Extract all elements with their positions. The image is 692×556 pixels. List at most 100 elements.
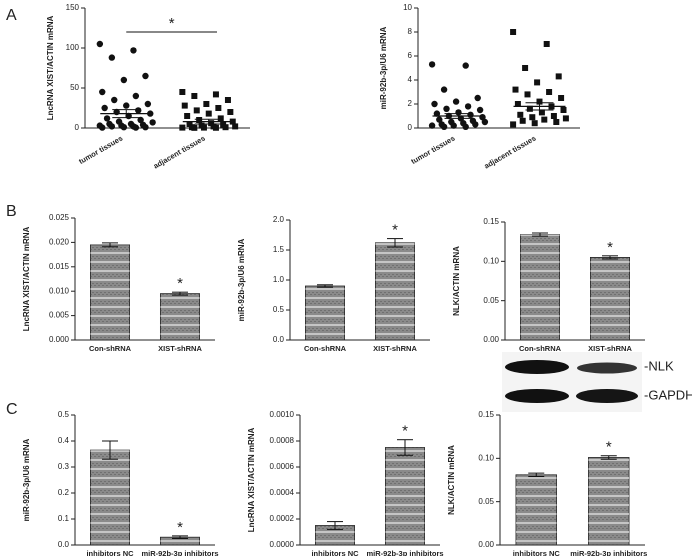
point bbox=[217, 115, 224, 122]
annotation: * bbox=[402, 423, 408, 440]
y-tick-label: 0.025 bbox=[49, 213, 70, 222]
y-tick-label: 0.15 bbox=[478, 410, 494, 419]
point bbox=[142, 72, 149, 80]
y-tick-label: 0.0006 bbox=[270, 462, 295, 471]
point bbox=[433, 110, 441, 117]
point bbox=[111, 96, 118, 104]
bar-texture bbox=[590, 257, 630, 340]
point bbox=[443, 105, 450, 113]
point bbox=[193, 107, 200, 114]
point bbox=[205, 110, 212, 117]
point bbox=[440, 86, 448, 93]
x-tick-label: inhibitors NC bbox=[311, 549, 359, 556]
y-tick-label: 0.4 bbox=[58, 436, 70, 445]
point bbox=[99, 88, 106, 96]
point bbox=[96, 40, 104, 48]
point bbox=[227, 109, 234, 115]
point bbox=[481, 118, 489, 126]
bar-texture bbox=[315, 525, 355, 545]
x-tick-label: adjacent tissues bbox=[482, 134, 537, 171]
y-tick-label: 1.0 bbox=[273, 275, 285, 284]
annotation: * bbox=[607, 239, 613, 256]
blot-label: -NLK bbox=[644, 358, 674, 373]
point bbox=[101, 104, 108, 112]
y-tick-label: 0.005 bbox=[49, 311, 70, 320]
point bbox=[541, 116, 548, 123]
point bbox=[472, 121, 479, 128]
point bbox=[512, 86, 519, 93]
y-tick-label: 2 bbox=[408, 99, 413, 108]
point bbox=[462, 62, 469, 69]
y-tick-label: 0.00 bbox=[483, 335, 499, 344]
point bbox=[108, 123, 116, 130]
point bbox=[514, 101, 521, 107]
y-axis-label: LncRNA XIST/ACTIN mRNA bbox=[247, 427, 256, 532]
x-tick-label: inhibitors NC bbox=[86, 549, 134, 556]
point bbox=[137, 116, 144, 124]
bar-texture bbox=[375, 242, 415, 340]
annotation: * bbox=[177, 275, 183, 292]
point bbox=[181, 102, 188, 109]
point bbox=[149, 119, 156, 126]
point bbox=[474, 94, 481, 102]
y-tick-label: 0.10 bbox=[483, 256, 499, 265]
y-tick-label: 6 bbox=[408, 51, 413, 60]
y-axis-label: miR-92b-3p/U6 mRNA bbox=[379, 26, 388, 109]
annotation: * bbox=[606, 439, 612, 456]
point bbox=[452, 98, 460, 105]
point bbox=[476, 106, 484, 114]
point bbox=[144, 100, 152, 108]
annotation: * bbox=[169, 15, 175, 32]
point bbox=[130, 47, 137, 54]
point bbox=[142, 124, 149, 131]
point bbox=[103, 115, 111, 122]
point bbox=[440, 123, 448, 130]
y-tick-label: 0.05 bbox=[478, 497, 494, 506]
x-tick-label: adjacent tissues bbox=[152, 134, 207, 171]
point bbox=[428, 61, 436, 68]
x-tick-label: Con-shRNA bbox=[89, 344, 132, 353]
bar-texture bbox=[160, 293, 200, 340]
y-tick-label: 0.000 bbox=[49, 335, 70, 344]
panel-label: A bbox=[6, 7, 17, 24]
x-tick-label: tumor tissues bbox=[409, 134, 456, 166]
y-tick-label: 0.020 bbox=[49, 238, 70, 247]
y-tick-label: 0.010 bbox=[49, 286, 70, 295]
y-tick-label: 10 bbox=[403, 3, 412, 12]
point bbox=[462, 123, 469, 130]
point bbox=[524, 91, 531, 98]
point bbox=[526, 105, 533, 112]
point bbox=[510, 121, 517, 128]
point bbox=[560, 107, 567, 113]
x-tick-label: Con-shRNA bbox=[304, 344, 347, 353]
y-axis-label: miR-92b-3p/U6 mRNA bbox=[22, 438, 31, 521]
y-tick-label: 150 bbox=[66, 3, 80, 12]
point bbox=[467, 111, 474, 119]
point bbox=[450, 122, 457, 129]
x-tick-label: tumor tissues bbox=[77, 134, 124, 166]
y-tick-label: 0.0002 bbox=[270, 514, 295, 523]
point bbox=[132, 124, 140, 131]
y-axis-label: NLK/ACTIN mRNA bbox=[452, 246, 461, 316]
y-tick-label: 0.5 bbox=[273, 305, 285, 314]
y-tick-label: 0.0000 bbox=[270, 540, 295, 549]
y-tick-label: 0.3 bbox=[58, 462, 70, 471]
point bbox=[536, 98, 543, 105]
point bbox=[553, 119, 560, 125]
point bbox=[191, 124, 198, 131]
point bbox=[184, 113, 191, 119]
x-tick-label: XIST-shRNA bbox=[588, 344, 632, 353]
point bbox=[522, 65, 529, 71]
point bbox=[224, 97, 231, 103]
bar-texture bbox=[385, 447, 425, 545]
y-axis-label: NLK/ACTIN mRNA bbox=[447, 445, 456, 515]
point bbox=[538, 109, 545, 116]
point bbox=[428, 122, 436, 129]
point bbox=[123, 102, 130, 109]
bar-texture bbox=[588, 457, 630, 545]
x-tick-label: miR-92b-3p inhibitors bbox=[366, 549, 443, 556]
bar-texture bbox=[160, 537, 200, 545]
point bbox=[546, 89, 553, 95]
y-tick-label: 0.015 bbox=[49, 262, 70, 271]
point bbox=[120, 124, 128, 131]
